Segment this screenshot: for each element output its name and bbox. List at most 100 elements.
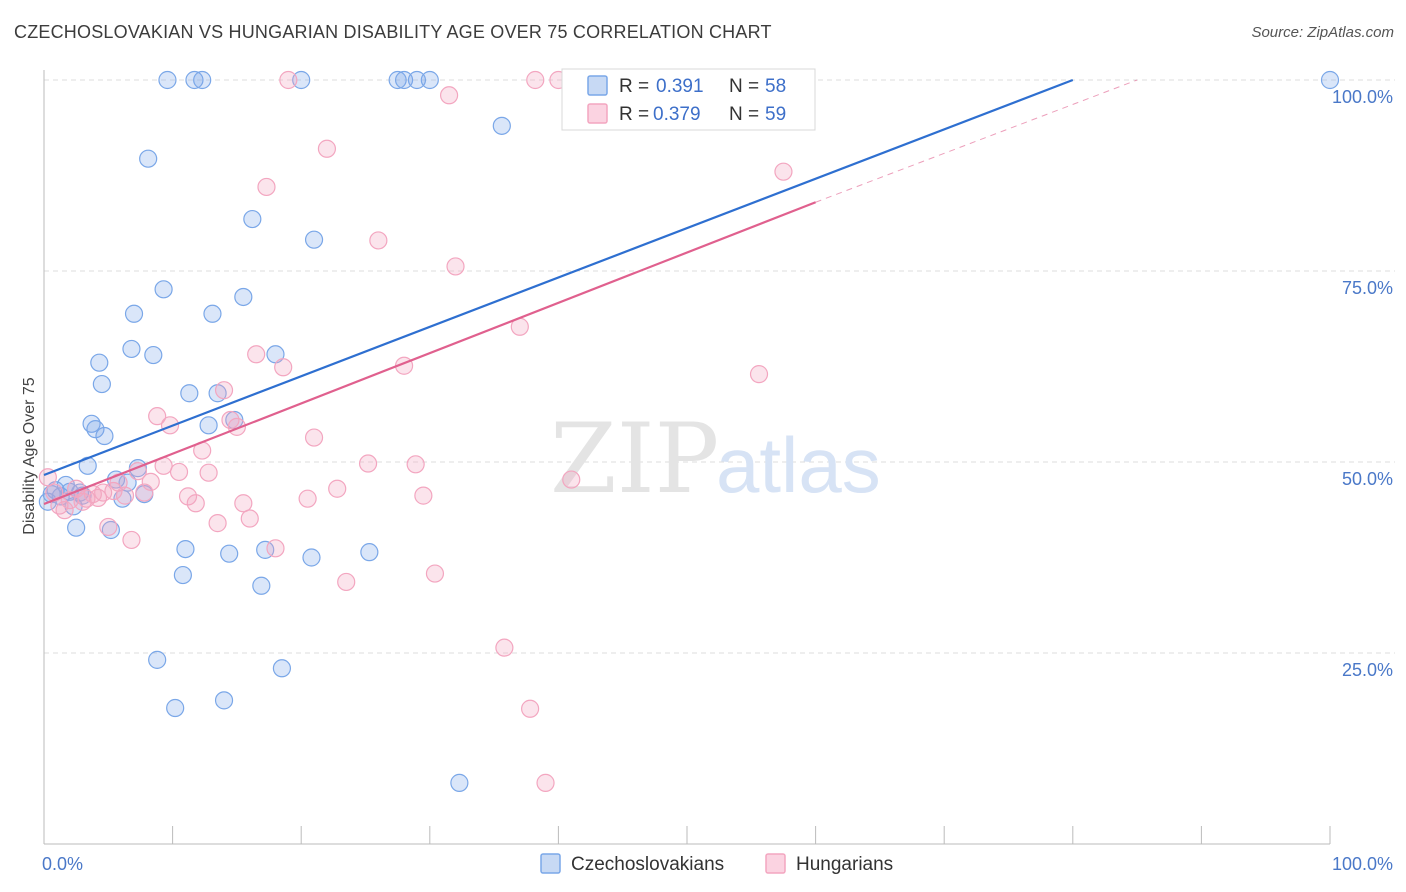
point-hungarians-44 xyxy=(369,231,388,250)
point-hungarians-27 xyxy=(208,514,227,533)
point-hungarians-19 xyxy=(148,407,167,426)
point-hungarians-3 xyxy=(55,501,74,520)
point-czechoslovakians-28 xyxy=(158,70,177,90)
point-czechoslovakians-36 xyxy=(203,304,222,323)
point-czechoslovakians-53 xyxy=(407,70,427,90)
point-hungarians-32 xyxy=(240,509,259,528)
point-hungarians-36 xyxy=(274,358,293,377)
legend-swatch-hungarians xyxy=(765,853,786,874)
point-hungarians-41 xyxy=(328,479,347,498)
point-hungarians-31 xyxy=(234,494,253,513)
series-legend: Czechoslovakians Hungarians xyxy=(540,853,893,875)
point-czechoslovakians-47 xyxy=(292,70,311,90)
point-czechoslovakians-51 xyxy=(388,70,407,90)
point-hungarians-18 xyxy=(141,472,160,491)
data-points xyxy=(38,70,1340,792)
point-hungarians-34 xyxy=(257,177,276,197)
point-czechoslovakians-34 xyxy=(193,70,212,90)
point-hungarians-55 xyxy=(536,773,555,792)
y-axis-label: Disability Age Over 75 xyxy=(21,377,38,535)
point-hungarians-17 xyxy=(135,483,154,502)
stats-r-value-czechoslovakians: 0.391 xyxy=(656,76,704,97)
stats-legend: R = 0.391 N = 58 R = 0.379 N = 59 xyxy=(561,68,816,131)
point-czechoslovakians-41 xyxy=(234,287,253,307)
point-hungarians-47 xyxy=(414,486,433,505)
point-hungarians-35 xyxy=(266,539,285,558)
trend-line-hungarians xyxy=(43,201,817,506)
x-tick-label-0: 0.0% xyxy=(42,854,83,874)
point-hungarians-21 xyxy=(160,416,180,435)
point-hungarians-46 xyxy=(406,455,425,474)
point-czechoslovakians-26 xyxy=(148,650,167,669)
point-hungarians-51 xyxy=(495,638,514,657)
axes xyxy=(43,70,1331,845)
point-hungarians-40 xyxy=(317,139,337,158)
point-hungarians-14 xyxy=(115,486,135,505)
y-tick-label-0: 25.0% xyxy=(1342,660,1393,680)
point-czechoslovakians-42 xyxy=(243,209,262,229)
legend-label-hungarians: Hungarians xyxy=(796,854,893,875)
stats-n-value-hungarians: 59 xyxy=(765,104,786,125)
point-czechoslovakians-38 xyxy=(214,691,234,710)
point-hungarians-60 xyxy=(774,162,793,181)
point-czechoslovakians-54 xyxy=(420,70,439,90)
point-czechoslovakians-27 xyxy=(154,280,173,299)
point-czechoslovakians-7 xyxy=(67,518,86,537)
point-hungarians-53 xyxy=(521,699,540,718)
point-czechoslovakians-16 xyxy=(101,520,120,540)
point-hungarians-43 xyxy=(358,454,378,473)
point-hungarians-9 xyxy=(88,488,108,508)
point-hungarians-28 xyxy=(214,381,234,400)
trend-lines xyxy=(43,78,1138,506)
point-czechoslovakians-24 xyxy=(139,149,158,168)
point-hungarians-23 xyxy=(178,487,198,506)
x-tick-label-1: 100.0% xyxy=(1332,854,1393,874)
point-czechoslovakians-33 xyxy=(185,70,204,90)
point-czechoslovakians-50 xyxy=(360,543,379,562)
stats-swatch-czechoslovakians xyxy=(587,75,608,96)
point-czechoslovakians-14 xyxy=(92,374,111,394)
grid-lines xyxy=(44,79,1395,654)
legend-label-czechoslovakians: Czechoslovakians xyxy=(571,854,724,875)
stats-r-label-hungarians: R = xyxy=(619,104,649,125)
point-czechoslovakians-30 xyxy=(173,565,192,585)
point-hungarians-22 xyxy=(169,462,189,482)
point-hungarians-48 xyxy=(425,564,445,583)
point-hungarians-42 xyxy=(337,572,356,592)
point-czechoslovakians-43 xyxy=(252,576,271,595)
tick-labels: 25.0% 50.0% 75.0% 100.0% 0.0% 100.0% xyxy=(42,87,1393,874)
point-hungarians-15 xyxy=(122,530,141,550)
stats-r-label-czechoslovakians: R = xyxy=(619,76,649,97)
point-hungarians-24 xyxy=(186,494,205,513)
point-czechoslovakians-46 xyxy=(272,659,292,678)
stats-n-label-hungarians: N = xyxy=(729,104,759,125)
point-hungarians-59 xyxy=(749,365,769,384)
point-hungarians-29 xyxy=(221,410,240,430)
point-hungarians-11 xyxy=(99,517,118,537)
watermark-atlas: atlas xyxy=(716,421,881,509)
point-czechoslovakians-25 xyxy=(144,345,163,365)
point-czechoslovakians-57 xyxy=(1320,70,1340,90)
point-czechoslovakians-35 xyxy=(199,416,218,435)
legend-swatch-czechoslovakians xyxy=(540,853,561,874)
trend-line-czechoslovakians xyxy=(43,78,1074,477)
point-hungarians-37 xyxy=(279,70,298,90)
point-czechoslovakians-29 xyxy=(166,698,185,718)
point-czechoslovakians-21 xyxy=(124,304,144,323)
stats-r-value-hungarians: 0.379 xyxy=(653,104,701,125)
point-hungarians-50 xyxy=(446,257,465,276)
point-czechoslovakians-48 xyxy=(302,548,321,567)
point-hungarians-57 xyxy=(562,470,581,489)
y-tick-label-2: 75.0% xyxy=(1342,278,1393,298)
point-czechoslovakians-20 xyxy=(122,339,141,359)
stats-n-label-czechoslovakians: N = xyxy=(729,76,759,97)
point-hungarians-49 xyxy=(439,86,459,105)
point-czechoslovakians-52 xyxy=(394,70,414,90)
point-hungarians-39 xyxy=(304,428,324,447)
point-czechoslovakians-55 xyxy=(450,773,469,792)
y-tick-label-3: 100.0% xyxy=(1332,87,1393,107)
point-hungarians-38 xyxy=(298,489,317,508)
chart-title: CZECHOSLOVAKIAN VS HUNGARIAN DISABILITY … xyxy=(14,22,772,42)
watermark: ZIP atlas xyxy=(550,403,881,515)
